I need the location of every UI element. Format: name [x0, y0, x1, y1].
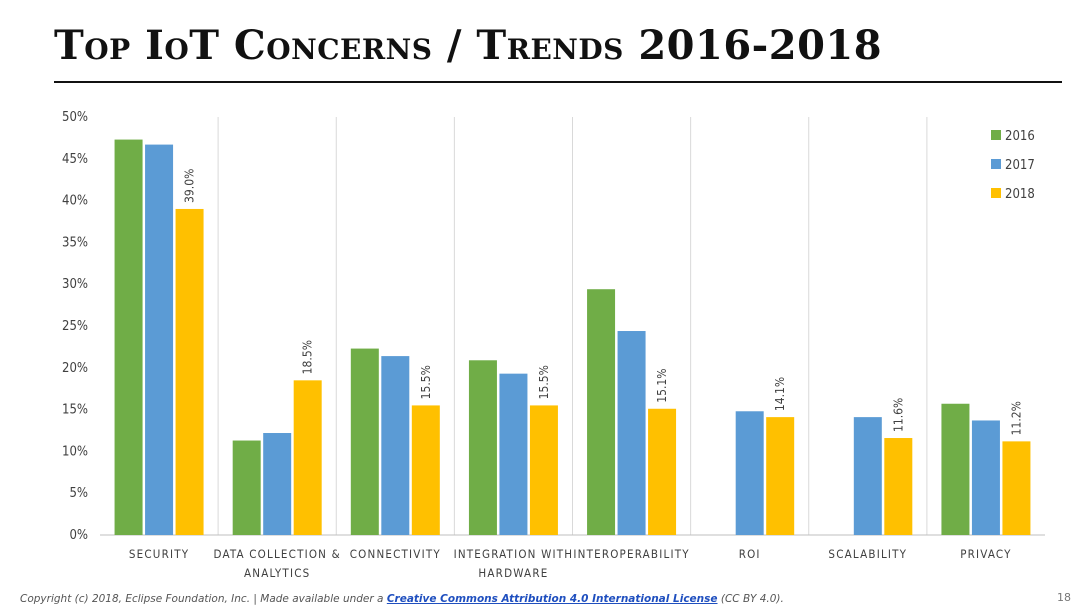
copyright-footer: Copyright (c) 2018, Eclipse Foundation, … [20, 593, 784, 605]
data-label: 15.1% [655, 368, 669, 402]
data-label: 11.6% [891, 398, 905, 432]
bar-2017 [145, 144, 174, 535]
x-category-label: ANALYTICS [244, 566, 310, 580]
bar-2017 [381, 356, 410, 535]
bar-2018 [175, 208, 204, 535]
y-tick-label: 10% [62, 444, 88, 459]
data-label: 15.5% [537, 365, 551, 399]
legend-label: 2017 [1005, 158, 1035, 173]
bar-2016 [468, 360, 497, 535]
bar-2018 [529, 405, 558, 535]
x-category-label: DATA COLLECTION & [213, 547, 340, 561]
data-label: 39.0% [183, 169, 197, 203]
bar-2017 [617, 331, 646, 535]
y-tick-label: 50% [62, 110, 88, 125]
y-tick-label: 40% [62, 194, 88, 209]
data-label: 14.1% [773, 377, 787, 411]
bar-2017 [735, 411, 764, 535]
x-category-label: CONNECTIVITY [350, 547, 441, 561]
data-label: 11.2% [1009, 401, 1023, 435]
bar-2017 [853, 417, 882, 535]
x-category-label: HARDWARE [478, 566, 548, 580]
x-category-label: ROI [739, 547, 761, 561]
legend-swatch-2017 [991, 159, 1001, 169]
y-tick-label: 45% [62, 152, 88, 167]
bar-2018 [293, 380, 322, 535]
footer-suffix: (CC BY 4.0). [717, 593, 784, 605]
bar-2018 [1002, 441, 1031, 535]
footer-prefix: Copyright (c) 2018, Eclipse Foundation, … [20, 593, 387, 605]
x-category-label: INTEROPERABILITY [573, 547, 689, 561]
data-label: 18.5% [301, 340, 315, 374]
x-category-label: SECURITY [129, 547, 189, 561]
bar-2016 [114, 139, 143, 535]
y-tick-label: 35% [62, 235, 88, 250]
bar-2016 [587, 289, 616, 535]
bar-2018 [411, 405, 440, 535]
legend-label: 2016 [1005, 129, 1035, 144]
title-underline [54, 81, 1062, 83]
legend-label: 2018 [1005, 187, 1035, 202]
bar-2017 [971, 420, 1000, 535]
bar-2018 [648, 408, 677, 535]
license-link[interactable]: Creative Commons Attribution 4.0 Interna… [386, 593, 718, 605]
bar-2016 [232, 440, 261, 535]
bar-2016 [941, 403, 970, 535]
legend-swatch-2018 [991, 188, 1001, 198]
bar-2018 [766, 417, 795, 535]
x-category-label: SCALABILITY [828, 547, 907, 561]
data-label: 15.5% [419, 365, 433, 399]
y-tick-label: 15% [62, 403, 88, 418]
bar-2016 [350, 348, 379, 535]
y-tick-label: 30% [62, 277, 88, 292]
y-tick-label: 5% [69, 486, 88, 501]
x-category-label: INTEGRATION WITH [454, 547, 574, 561]
legend-swatch-2016 [991, 130, 1001, 140]
bar-2017 [499, 373, 528, 535]
y-tick-label: 25% [62, 319, 88, 334]
slide-title: Top IoT Concerns / Trends 2016-2018 [54, 22, 883, 69]
y-tick-label: 20% [62, 361, 88, 376]
x-category-label: PRIVACY [960, 547, 1011, 561]
y-tick-label: 0% [69, 528, 88, 543]
page-number: 18 [1057, 591, 1071, 604]
bar-2018 [884, 438, 913, 535]
bar-2017 [263, 433, 292, 535]
